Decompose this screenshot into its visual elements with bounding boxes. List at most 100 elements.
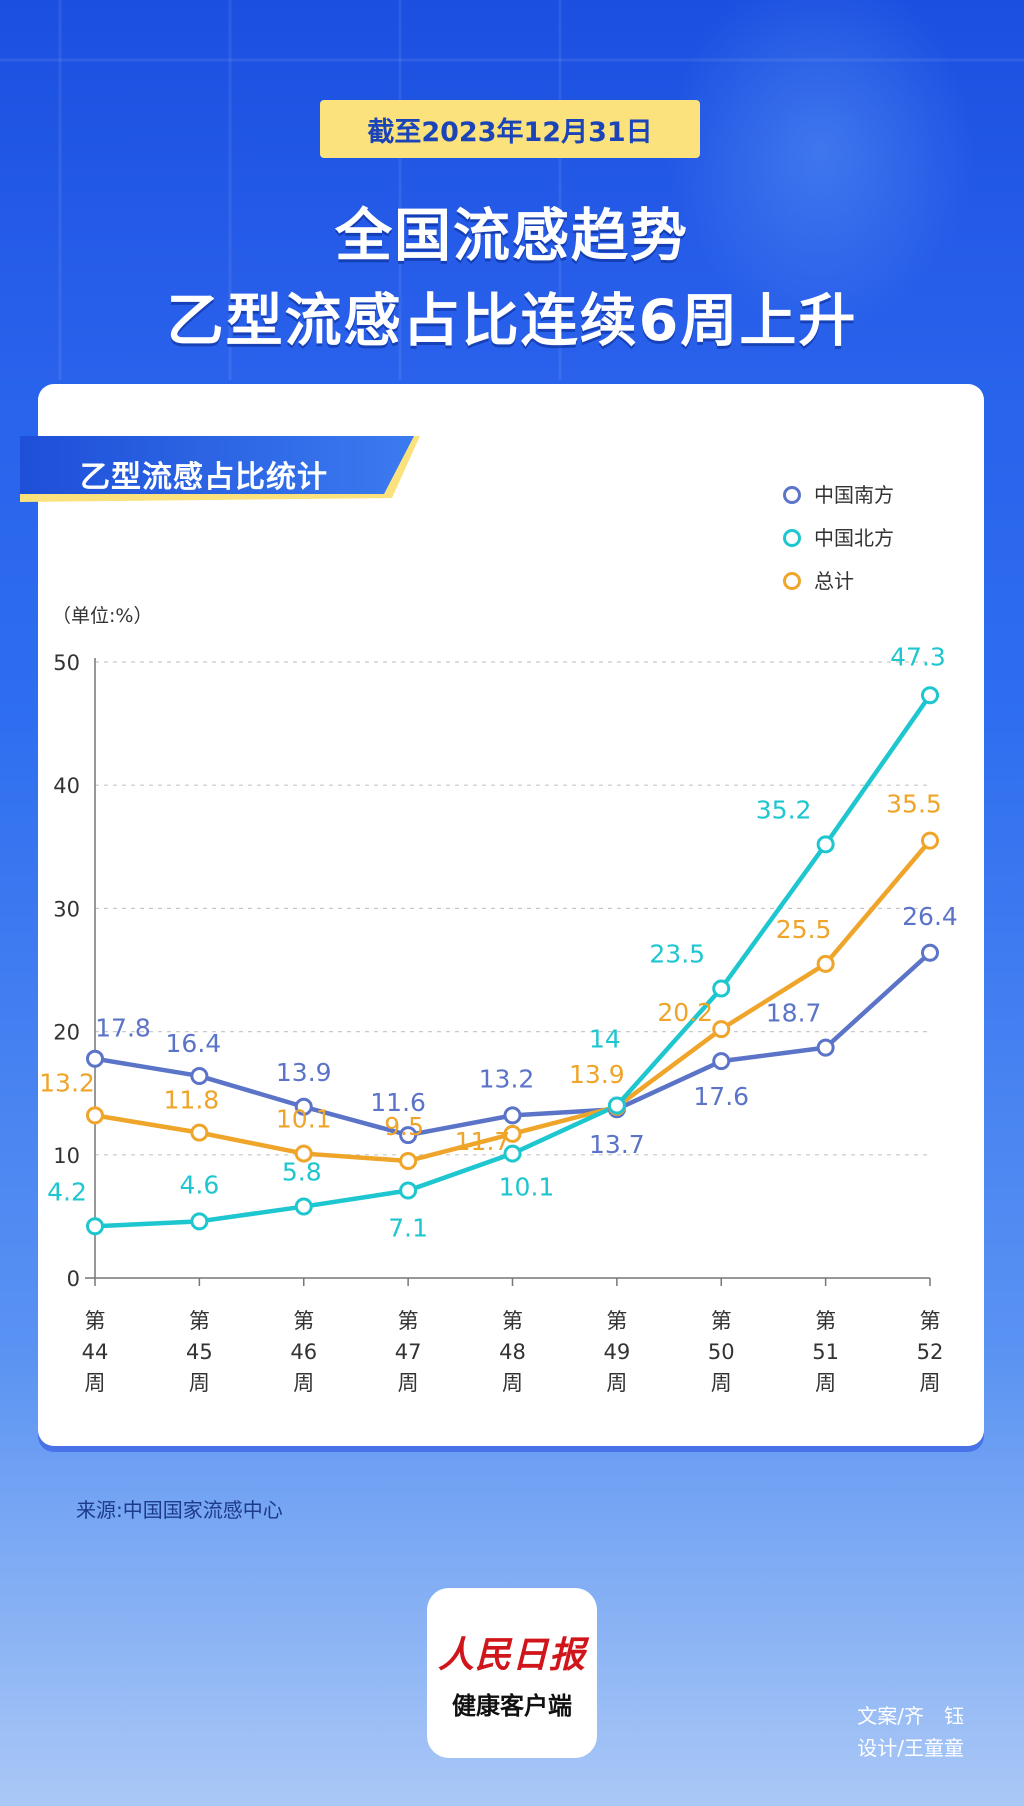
data-point-south — [921, 943, 939, 962]
data-label-south: 11.6 — [370, 1088, 426, 1117]
data-point-total — [190, 1123, 209, 1142]
data-label-north: 4.6 — [179, 1170, 219, 1199]
data-label-total: 9.5 — [384, 1112, 424, 1141]
data-point-north — [190, 1212, 209, 1231]
data-label-north: 10.1 — [499, 1173, 555, 1202]
data-label-south: 13.9 — [276, 1058, 332, 1087]
logo-subtitle: 健康客户端 — [452, 1690, 572, 1720]
data-point-total — [399, 1151, 418, 1170]
data-label-south: 13.7 — [589, 1130, 645, 1159]
x-tick-label: 第 — [398, 1309, 419, 1333]
x-tick-label: 47 — [395, 1340, 422, 1364]
credit-writer: 文案/齐 钰 — [857, 1704, 964, 1728]
data-label-total: 13.9 — [569, 1060, 625, 1089]
x-tick-label: 50 — [708, 1340, 735, 1364]
x-tick-label: 周 — [189, 1371, 210, 1395]
data-label-north: 23.5 — [649, 939, 705, 968]
data-point-north — [712, 979, 731, 998]
legend-marker-north — [783, 529, 801, 547]
y-axis-unit-label: （单位:%） — [52, 605, 152, 627]
x-tick-label: 第 — [293, 1309, 314, 1333]
y-tick-label: 10 — [53, 1144, 80, 1168]
x-tick-label: 周 — [815, 1371, 836, 1395]
credits: 文案/齐 钰 设计/王童童 — [857, 1700, 964, 1764]
line-chart: （单位:%） 0 10 20 30 40 50 第 44 周 第 45 周 第 46 周 第 47 周 第 48 周 第 49… — [39, 483, 958, 1395]
data-point-south — [86, 1049, 104, 1068]
data-label-total: 25.5 — [776, 915, 832, 944]
x-tick-label: 第 — [502, 1309, 523, 1333]
x-tick-label: 48 — [499, 1340, 526, 1364]
data-point-total — [921, 831, 939, 850]
x-tick-label: 44 — [82, 1340, 109, 1364]
data-label-total: 20.2 — [657, 998, 713, 1027]
data-point-total — [712, 1020, 731, 1039]
y-tick-label: 0 — [67, 1267, 80, 1291]
x-tick-label: 第 — [711, 1309, 732, 1333]
hero-background — [0, 0, 1024, 380]
x-tick-label: 45 — [186, 1340, 213, 1364]
data-point-north — [816, 835, 835, 854]
data-point-north — [294, 1197, 313, 1216]
x-tick-label: 51 — [812, 1340, 839, 1364]
publisher-logo: 人民日报 健康客户端 — [427, 1588, 597, 1758]
data-label-north: 14 — [589, 1025, 621, 1054]
x-tick-label: 周 — [711, 1371, 732, 1395]
data-label-south: 13.2 — [479, 1064, 535, 1093]
legend-label-total: 总计 — [814, 569, 854, 593]
data-point-south — [294, 1097, 313, 1116]
y-tick-label: 40 — [53, 774, 80, 798]
data-label-north: 47.3 — [890, 642, 946, 671]
page-title-line-2: 乙型流感占比连续6周上升 — [166, 288, 858, 354]
data-label-north: 35.2 — [756, 795, 812, 824]
x-tick-label: 周 — [606, 1371, 627, 1395]
data-point-south — [399, 1126, 418, 1145]
hero-decor — [0, 0, 1024, 380]
data-point-total — [503, 1124, 522, 1143]
data-point-south — [712, 1052, 731, 1071]
data-label-south: 17.8 — [95, 1014, 151, 1043]
data-point-total — [294, 1144, 313, 1163]
data-point-south — [190, 1066, 209, 1085]
data-point-total — [816, 954, 835, 973]
x-tick-label: 周 — [502, 1371, 523, 1395]
data-label-south: 18.7 — [766, 999, 822, 1028]
x-tick-label: 第 — [606, 1309, 627, 1333]
legend-marker-total — [783, 572, 801, 590]
x-tick-label: 49 — [604, 1340, 631, 1364]
date-pill: 截至2023年12月31日 — [320, 100, 700, 158]
credit-designer: 设计/王童童 — [857, 1736, 964, 1760]
data-point-north — [503, 1144, 522, 1163]
legend-marker-south — [783, 486, 801, 504]
y-tick-label: 20 — [53, 1021, 80, 1045]
date-label: 截至2023年12月31日 — [367, 116, 653, 148]
data-point-north — [607, 1096, 626, 1115]
data-label-south: 16.4 — [166, 1029, 222, 1058]
x-tick-label: 周 — [85, 1371, 106, 1395]
data-label-south: 26.4 — [902, 902, 958, 931]
data-label-north: 7.1 — [388, 1214, 428, 1243]
data-label-total: 10.1 — [276, 1105, 332, 1134]
data-point-north — [921, 686, 939, 705]
x-tick-label: 第 — [189, 1309, 210, 1333]
x-tick-label: 第 — [85, 1309, 106, 1333]
y-tick-label: 30 — [53, 897, 80, 921]
x-tick-label: 第 — [920, 1309, 941, 1333]
legend-label-north: 中国北方 — [814, 526, 894, 550]
card-banner — [20, 436, 420, 502]
data-point-south — [503, 1106, 522, 1125]
data-label-total: 13.2 — [39, 1068, 95, 1097]
data-point-south — [816, 1038, 835, 1057]
data-label-total: 11.8 — [164, 1086, 220, 1115]
x-tick-label: 第 — [815, 1309, 836, 1333]
x-tick-label: 周 — [398, 1371, 419, 1395]
data-label-south: 17.6 — [693, 1082, 749, 1111]
page-title-line-1: 全国流感趋势 — [335, 203, 689, 269]
data-label-north: 5.8 — [282, 1158, 322, 1187]
x-tick-label: 周 — [920, 1371, 941, 1395]
legend-label-south: 中国南方 — [814, 483, 894, 507]
card-banner-label: 乙型流感占比统计 — [80, 460, 328, 495]
data-label-total: 11.7 — [455, 1127, 511, 1156]
chart-card — [38, 384, 984, 1446]
x-tick-label: 46 — [290, 1340, 317, 1364]
x-tick-label: 52 — [917, 1340, 944, 1364]
